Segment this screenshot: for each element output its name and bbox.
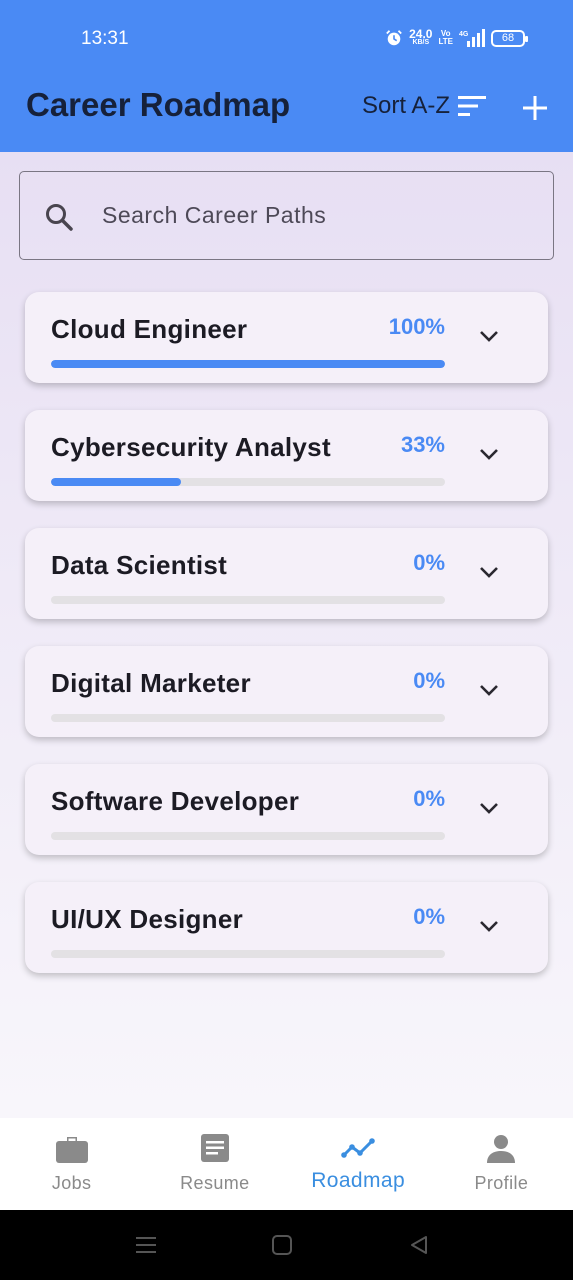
- chevron-down-icon[interactable]: [478, 918, 500, 934]
- nav-label: Jobs: [51, 1173, 92, 1193]
- card-percent: 0%: [413, 550, 445, 575]
- sort-icon: [458, 96, 487, 116]
- card-title: Software Developer: [51, 786, 300, 816]
- search-icon: [46, 204, 73, 231]
- progress-bar: [51, 950, 445, 958]
- signal-icon: 4G: [459, 29, 485, 47]
- progress-fill: [51, 478, 182, 486]
- home-icon[interactable]: [271, 1234, 293, 1256]
- search-box[interactable]: [19, 171, 554, 260]
- alarm-icon: [386, 30, 402, 46]
- sort-label: Sort A-Z: [362, 92, 451, 119]
- chevron-down-icon[interactable]: [478, 564, 500, 580]
- bottom-nav: Jobs Resume Roadmap Profile: [0, 1118, 573, 1210]
- volte-indicator: Vo LTE: [438, 29, 453, 46]
- chevron-down-icon[interactable]: [478, 682, 500, 698]
- system-nav-bar: [0, 1210, 573, 1280]
- battery-icon: 68: [491, 29, 528, 47]
- speed-value: 24.0: [409, 27, 433, 41]
- progress-bar: [51, 596, 445, 604]
- career-card[interactable]: Digital Marketer 0%: [25, 646, 548, 737]
- card-title: Data Scientist: [51, 550, 228, 580]
- person-icon: [487, 1135, 516, 1163]
- nav-item-profile[interactable]: Profile: [430, 1118, 573, 1210]
- nav-label: Resume: [180, 1173, 250, 1193]
- speed-unit: KB/S: [412, 39, 430, 46]
- card-percent: 0%: [413, 668, 445, 693]
- career-card[interactable]: Software Developer 0%: [25, 764, 548, 855]
- chevron-down-icon[interactable]: [478, 328, 500, 344]
- career-card[interactable]: Cybersecurity Analyst 33%: [25, 410, 548, 501]
- network-type: 4G: [459, 31, 469, 38]
- progress-bar: [51, 832, 445, 840]
- card-percent: 100%: [388, 314, 445, 339]
- progress-bar: [51, 478, 445, 486]
- app-header: 13:31 24.0 KB/S Vo LTE 4G 68 Career Road…: [0, 0, 573, 152]
- document-icon: [200, 1134, 229, 1162]
- card-percent: 0%: [413, 904, 445, 929]
- network-speed: 24.0 KB/S: [409, 27, 433, 47]
- career-card[interactable]: UI/UX Designer 0%: [25, 882, 548, 973]
- card-title: Digital Marketer: [51, 668, 251, 698]
- chevron-down-icon[interactable]: [478, 800, 500, 816]
- back-icon[interactable]: [408, 1234, 430, 1256]
- status-icons: 24.0 KB/S Vo LTE 4G 68: [385, 26, 528, 50]
- career-card[interactable]: Data Scientist 0%: [25, 528, 548, 619]
- status-time: 13:31: [81, 28, 129, 49]
- card-title: UI/UX Designer: [51, 904, 244, 934]
- battery-level: 68: [501, 32, 515, 44]
- card-percent: 0%: [413, 786, 445, 811]
- card-percent: 33%: [400, 432, 445, 457]
- card-title: Cybersecurity Analyst: [51, 432, 331, 462]
- nav-item-roadmap[interactable]: Roadmap: [287, 1118, 430, 1210]
- progress-bar: [51, 360, 445, 368]
- plus-icon[interactable]: [520, 93, 550, 123]
- nav-item-jobs[interactable]: Jobs: [0, 1118, 143, 1210]
- sort-button[interactable]: Sort A-Z: [362, 92, 488, 120]
- roadmap-icon: [341, 1138, 375, 1158]
- card-title: Cloud Engineer: [51, 314, 248, 344]
- career-card[interactable]: Cloud Engineer 100%: [25, 292, 548, 383]
- nav-label: Profile: [474, 1173, 529, 1193]
- main-content: Cloud Engineer 100% Cybersecurity Analys…: [0, 152, 573, 1118]
- page-title: Career Roadmap: [26, 86, 291, 123]
- progress-bar: [51, 714, 445, 722]
- menu-icon[interactable]: [135, 1234, 157, 1256]
- search-input[interactable]: [102, 192, 522, 238]
- nav-item-resume[interactable]: Resume: [143, 1118, 286, 1210]
- progress-fill: [51, 360, 445, 368]
- briefcase-icon: [55, 1137, 88, 1163]
- nav-label: Roadmap: [311, 1169, 406, 1192]
- chevron-down-icon[interactable]: [478, 446, 500, 462]
